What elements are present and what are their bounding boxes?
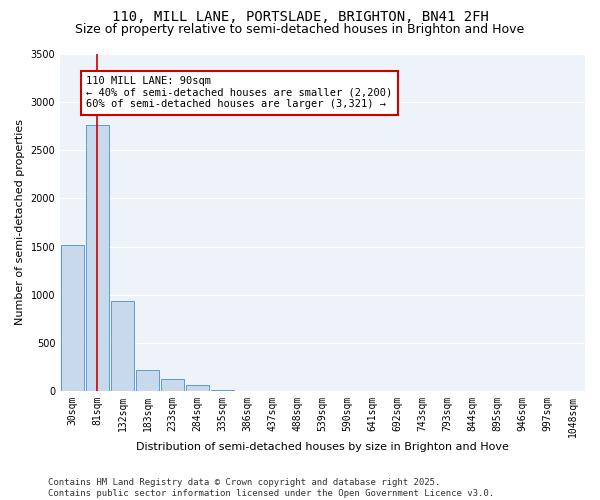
Bar — [161, 380, 184, 391]
X-axis label: Distribution of semi-detached houses by size in Brighton and Hove: Distribution of semi-detached houses by … — [136, 442, 509, 452]
Text: Contains HM Land Registry data © Crown copyright and database right 2025.
Contai: Contains HM Land Registry data © Crown c… — [48, 478, 494, 498]
Bar — [61, 244, 84, 391]
Bar — [211, 390, 234, 391]
Text: 110 MILL LANE: 90sqm
← 40% of semi-detached houses are smaller (2,200)
60% of se: 110 MILL LANE: 90sqm ← 40% of semi-detac… — [86, 76, 392, 110]
Bar — [187, 385, 209, 391]
Text: Size of property relative to semi-detached houses in Brighton and Hove: Size of property relative to semi-detach… — [76, 22, 524, 36]
Text: 110, MILL LANE, PORTSLADE, BRIGHTON, BN41 2FH: 110, MILL LANE, PORTSLADE, BRIGHTON, BN4… — [112, 10, 488, 24]
Y-axis label: Number of semi-detached properties: Number of semi-detached properties — [15, 120, 25, 326]
Bar — [136, 370, 159, 391]
Bar — [112, 302, 134, 391]
Bar — [86, 125, 109, 391]
